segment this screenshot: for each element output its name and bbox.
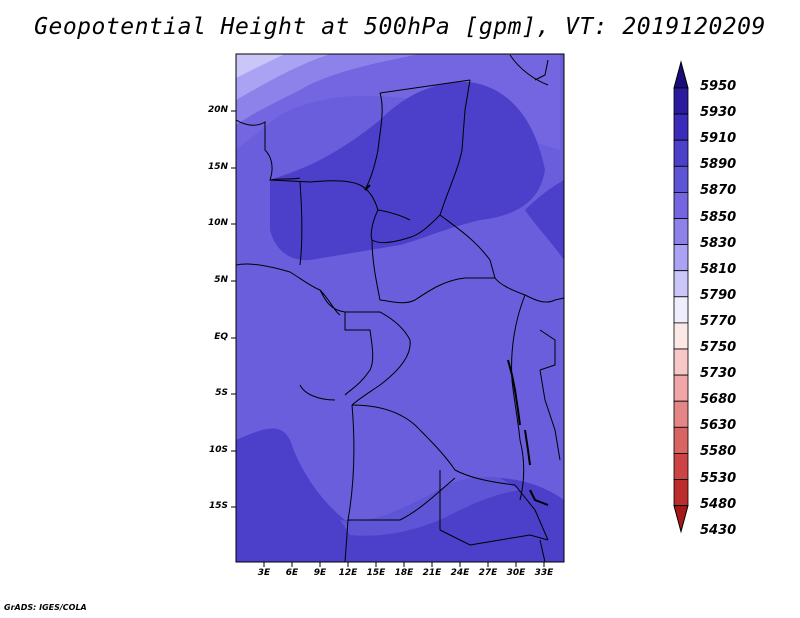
colorbar-label: 5870 bbox=[700, 183, 737, 199]
lon-tick-label: 6E bbox=[285, 568, 299, 578]
colorbar-label: 5910 bbox=[700, 131, 737, 147]
colorbar-label: 5730 bbox=[700, 366, 737, 382]
height-contours bbox=[236, 54, 564, 562]
lon-tick-label: 3E bbox=[257, 568, 271, 578]
lat-tick-label: 5N bbox=[214, 275, 228, 285]
colorbar-label: 5630 bbox=[700, 418, 737, 434]
colorbar-label: 5830 bbox=[700, 235, 737, 251]
colorbar-label: 5580 bbox=[700, 444, 737, 460]
lon-tick-label: 24E bbox=[450, 568, 470, 578]
colorbar-segment bbox=[673, 113, 689, 141]
colorbar-segment bbox=[673, 139, 689, 167]
colorbar-arrow-bottom bbox=[673, 505, 689, 534]
colorbar-label: 5930 bbox=[700, 105, 737, 121]
colorbar-label: 5790 bbox=[700, 287, 737, 303]
colorbar-label: 5950 bbox=[700, 79, 737, 94]
contour-5890-south bbox=[236, 428, 564, 562]
lat-tick-label: 15N bbox=[207, 162, 228, 172]
colorbar bbox=[673, 60, 689, 534]
lon-tick-label: 15E bbox=[366, 568, 386, 578]
colorbar-label: 5750 bbox=[700, 340, 737, 355]
lat-tick-label: 10N bbox=[207, 218, 228, 228]
chart-title: Geopotential Height at 500hPa [gpm], VT:… bbox=[34, 14, 766, 40]
colorbar-label: 5850 bbox=[700, 209, 737, 225]
y-axis-ticks bbox=[231, 110, 236, 508]
contour-5890-north bbox=[270, 81, 545, 261]
credit-text: GrADS: IGES/COLA bbox=[4, 603, 87, 612]
map-frame bbox=[235, 53, 565, 563]
lon-tick-label: 12E bbox=[338, 568, 358, 578]
colorbar-arrow-top bbox=[673, 60, 689, 89]
lat-tick-label: 20N bbox=[207, 105, 228, 115]
lat-tick-label: 5S bbox=[215, 388, 228, 398]
colorbar-segment bbox=[673, 322, 689, 350]
colorbar-label: 5680 bbox=[700, 392, 737, 408]
contour-5790-nw bbox=[236, 54, 285, 78]
lon-tick-label: 9E bbox=[313, 568, 327, 578]
colorbar-segment bbox=[673, 218, 689, 246]
colorbar-segment bbox=[673, 348, 689, 376]
lon-tick-label: 33E bbox=[534, 568, 554, 578]
colorbar-label: 5810 bbox=[700, 261, 737, 277]
colorbar-label: 5480 bbox=[700, 496, 737, 512]
colorbar-segment bbox=[673, 400, 689, 428]
colorbar-segment bbox=[673, 426, 689, 454]
colorbar-label: 5430 bbox=[700, 522, 737, 538]
colorbar-segment bbox=[673, 452, 689, 480]
lakes bbox=[364, 184, 549, 506]
colorbar-segment bbox=[673, 270, 689, 298]
colorbar-segment bbox=[673, 165, 689, 193]
colorbar-segment bbox=[673, 479, 689, 507]
colorbar-label: 5890 bbox=[700, 157, 737, 173]
lon-tick-label: 18E bbox=[394, 568, 414, 578]
contour-5870-south bbox=[340, 477, 520, 536]
contour-5890-east bbox=[525, 180, 564, 260]
colorbar-label: 5770 bbox=[700, 313, 737, 329]
x-axis-ticks bbox=[263, 562, 545, 567]
lat-tick-label: 15S bbox=[208, 501, 228, 511]
colorbar-segment bbox=[673, 191, 689, 219]
lat-tick-label: 10S bbox=[208, 445, 228, 455]
lat-tick-label: EQ bbox=[214, 332, 228, 342]
colorbar-segment bbox=[673, 296, 689, 324]
colorbar-segment bbox=[673, 244, 689, 272]
lon-tick-label: 21E bbox=[422, 568, 442, 578]
lon-tick-label: 30E bbox=[506, 568, 526, 578]
lon-tick-label: 27E bbox=[478, 568, 498, 578]
colorbar-label: 5530 bbox=[700, 470, 737, 486]
colorbar-segment bbox=[673, 87, 689, 115]
colorbar-segment bbox=[673, 374, 689, 402]
country-borders bbox=[236, 54, 564, 562]
